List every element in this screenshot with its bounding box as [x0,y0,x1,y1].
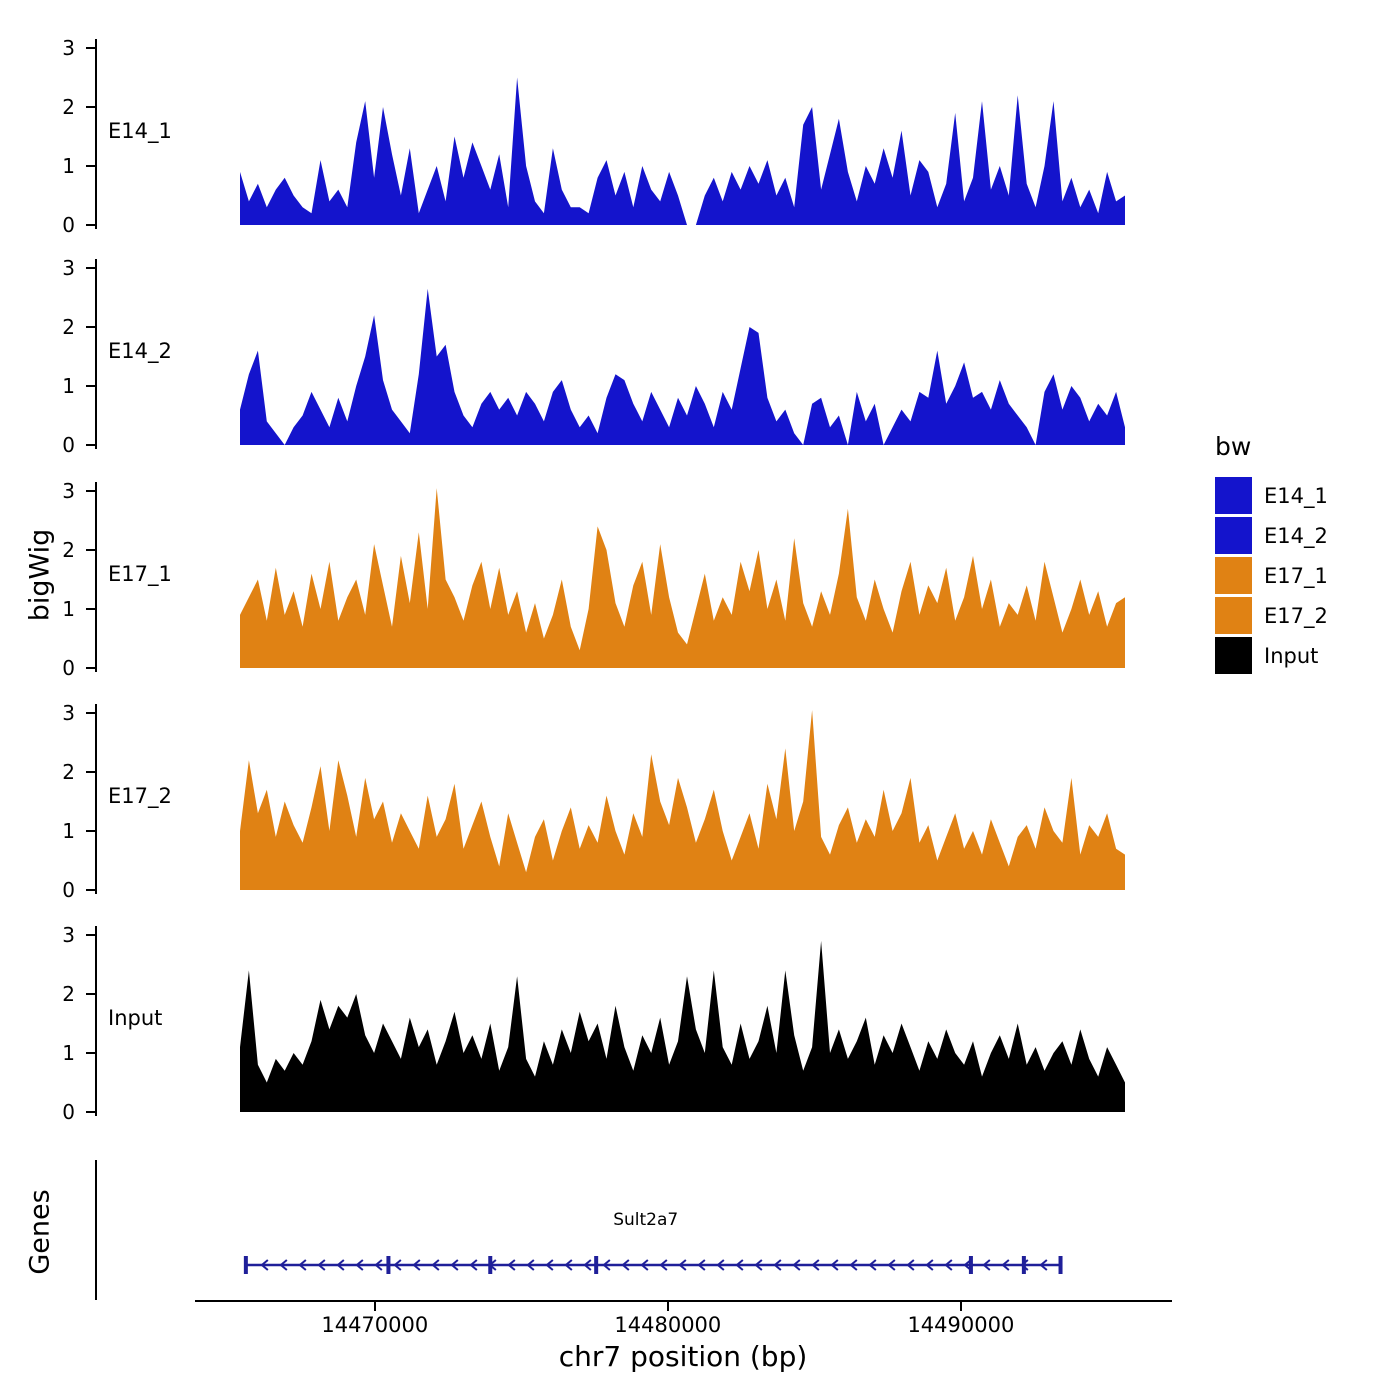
track-e14-2: 3 2 1 0 E14_2 [0,255,1180,457]
legend-label: E14_1 [1264,483,1328,508]
y-tick-label: 2 [62,982,75,1006]
y-tick-mark [86,106,95,108]
legend-title: bw [1215,432,1252,461]
gene-model-sult2a7 [243,1256,1063,1274]
legend-swatch-e14-2 [1215,517,1252,554]
legend-label: E17_1 [1264,563,1328,588]
legend-item: E14_2 [1215,517,1395,554]
legend-label: E14_2 [1264,523,1328,548]
y-tick-label: 2 [62,538,75,562]
legend-item: E14_1 [1215,477,1395,514]
y-tick-mark [86,934,95,936]
y-axis-line [95,259,97,449]
y-tick-label: 3 [62,36,75,60]
legend: bw E14_1 E14_2 E17_1 E17_2 Input [1215,432,1395,677]
y-tick-mark [86,771,95,773]
y-tick-label: 3 [62,256,75,280]
track-e17-2: 3 2 1 0 E17_2 [0,700,1180,902]
y-tick-label: 1 [62,374,75,398]
legend-item: Input [1215,637,1395,674]
y-tick-label: 3 [62,479,75,503]
y-tick-mark [86,267,95,269]
y-tick-mark [86,712,95,714]
y-tick-label: 0 [62,1100,75,1124]
x-tick-mark [373,1302,376,1311]
legend-swatch-e17-1 [1215,557,1252,594]
legend-item: E17_2 [1215,597,1395,634]
y-axis-line [95,39,97,229]
genes-panel: Sult2a7 [0,1160,1180,1305]
coverage-area-e17-1 [240,488,1125,668]
legend-swatch-e14-1 [1215,477,1252,514]
y-tick-label: 3 [62,923,75,947]
genes-axis-line [95,1160,97,1300]
coverage-area-input [240,940,1125,1112]
y-tick-label: 0 [62,656,75,680]
y-tick-label: 1 [62,154,75,178]
y-tick-mark [86,224,95,226]
y-tick-mark [86,889,95,891]
track-label: E17_2 [108,784,172,808]
y-tick-mark [86,326,95,328]
legend-item: E17_1 [1215,557,1395,594]
x-tick-label: 14490000 [907,1313,1015,1337]
x-tick-label: 14470000 [321,1313,429,1337]
y-tick-label: 2 [62,315,75,339]
y-tick-mark [86,608,95,610]
y-tick-mark [86,549,95,551]
y-tick-mark [86,47,95,49]
track-e17-1: 3 2 1 0 E17_1 [0,478,1180,680]
x-axis-line [195,1300,1172,1302]
coverage-area-e14-1 [240,77,1125,225]
y-tick-mark [86,1111,95,1113]
gene-name-label: Sult2a7 [613,1210,679,1230]
y-tick-mark [86,165,95,167]
track-label: E14_1 [108,119,172,143]
y-tick-label: 0 [62,433,75,457]
y-axis-line [95,926,97,1116]
coverage-area-e14-2 [240,288,1125,445]
y-tick-label: 2 [62,95,75,119]
y-tick-label: 0 [62,878,75,902]
y-axis-line [95,482,97,672]
legend-label: Input [1264,643,1319,668]
legend-swatch-e17-2 [1215,597,1252,634]
track-input: 3 2 1 0 Input [0,922,1180,1124]
y-tick-label: 1 [62,819,75,843]
y-axis-line [95,704,97,894]
x-axis-title: chr7 position (bp) [558,1340,808,1373]
y-tick-label: 1 [62,1041,75,1065]
coverage-area-e17-2 [240,710,1125,890]
y-tick-mark [86,993,95,995]
track-label: E17_1 [108,562,172,586]
track-label: E14_2 [108,339,172,363]
track-label: Input [108,1006,163,1030]
legend-swatch-input [1215,637,1252,674]
x-tick-mark [959,1302,962,1311]
legend-label: E17_2 [1264,603,1328,628]
y-tick-mark [86,385,95,387]
x-tick-mark [666,1302,669,1311]
x-tick-label: 14480000 [614,1313,722,1337]
y-tick-mark [86,490,95,492]
y-tick-mark [86,667,95,669]
y-tick-mark [86,1052,95,1054]
y-tick-label: 0 [62,213,75,237]
y-tick-mark [86,830,95,832]
y-tick-label: 3 [62,701,75,725]
track-e14-1: 3 2 1 0 E14_1 [0,35,1180,237]
y-tick-mark [86,444,95,446]
y-tick-label: 1 [62,597,75,621]
y-tick-label: 2 [62,760,75,784]
